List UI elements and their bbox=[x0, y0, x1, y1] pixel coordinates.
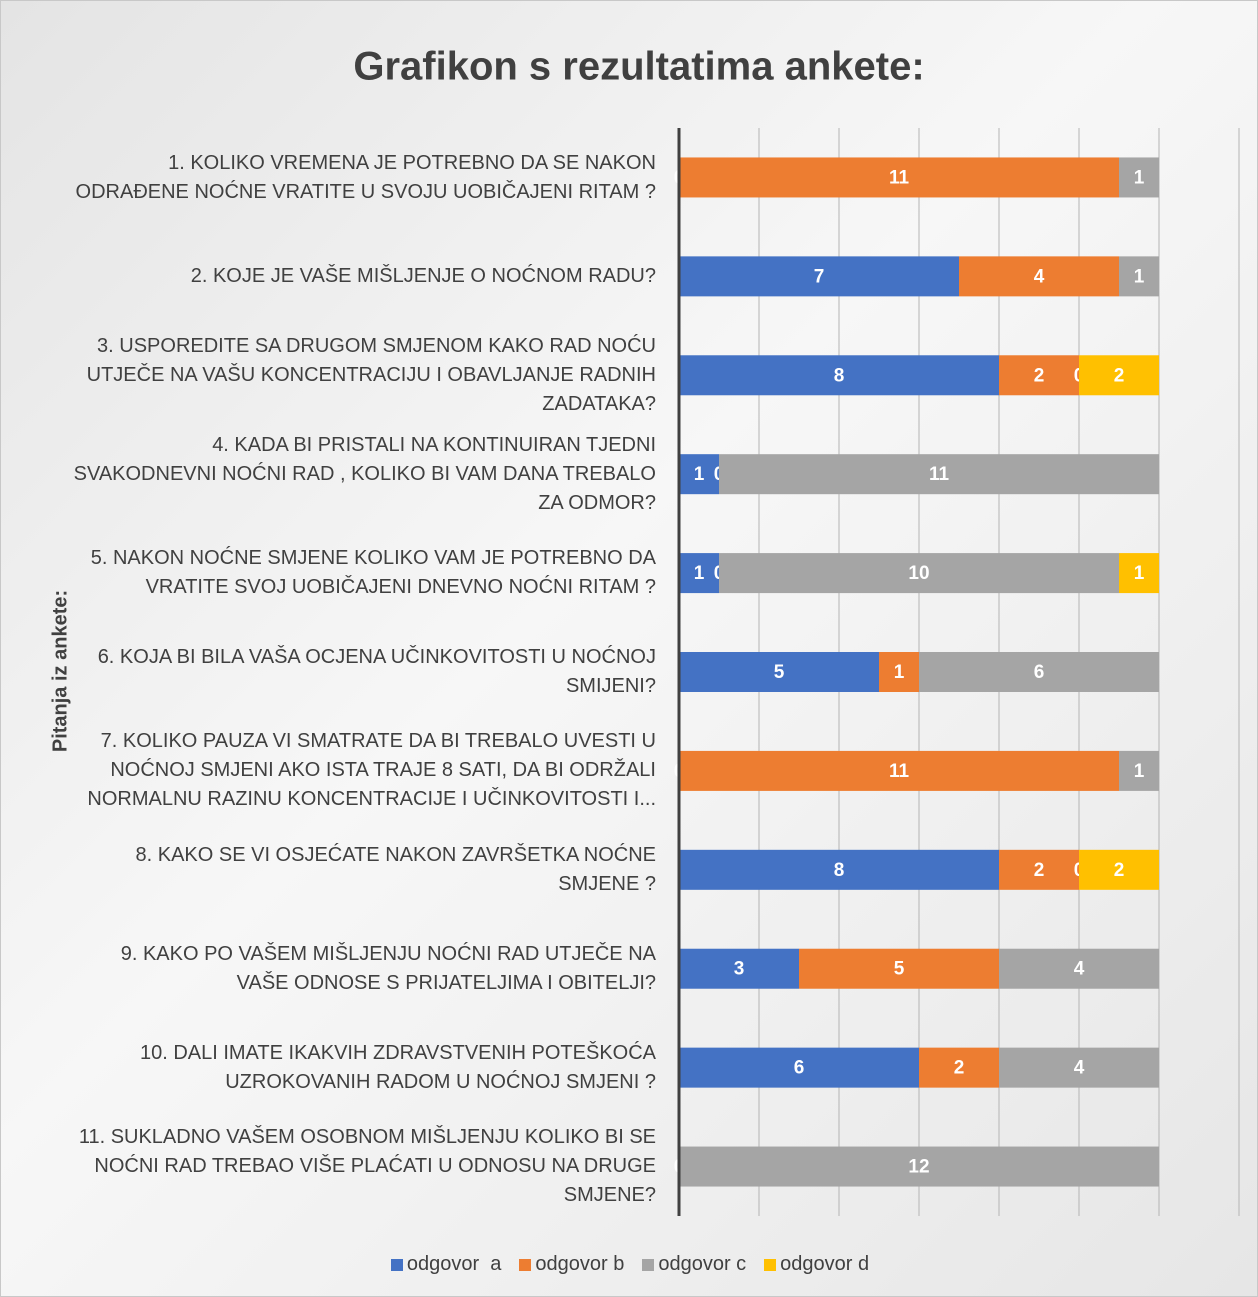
data-label: 11 bbox=[929, 464, 950, 485]
data-label: 11 bbox=[889, 167, 910, 188]
data-label: 1 bbox=[1134, 563, 1145, 584]
legend-label: odgovor d bbox=[780, 1253, 870, 1275]
bar-segment bbox=[679, 750, 1119, 791]
category-label: 7. KOLIKO PAUZA VI SMATRATE DA BI TREBAL… bbox=[87, 730, 656, 811]
bar-segment bbox=[999, 1047, 1159, 1088]
data-label: 4 bbox=[1074, 959, 1085, 980]
bar-segment bbox=[679, 948, 799, 989]
chart-title: Grafikon s rezultatima ankete: bbox=[353, 45, 924, 89]
legend: odgovor a odgovor b odgovor c odgovor d bbox=[1, 1253, 1257, 1276]
data-label: 8 bbox=[834, 860, 845, 881]
data-label: 2 bbox=[1114, 860, 1125, 881]
y-axis-label: Pitanja iz ankete: bbox=[49, 590, 71, 752]
bar-segment bbox=[679, 157, 1119, 198]
data-label: 6 bbox=[794, 1058, 805, 1079]
data-label: 5 bbox=[894, 959, 905, 980]
data-label: 1 bbox=[1134, 266, 1145, 287]
bar-segment bbox=[719, 454, 1159, 495]
data-label: 2 bbox=[1034, 365, 1045, 386]
category-label: 2. KOJE JE VAŠE MIŠLJENJE O NOĆNOM RADU? bbox=[190, 264, 656, 287]
data-label: 2 bbox=[1114, 365, 1125, 386]
bar-segment bbox=[679, 256, 959, 297]
category-label: 11. SUKLADNO VAŠEM OSOBNOM MIŠLJENJU KOL… bbox=[78, 1126, 656, 1207]
legend-item: odgovor d bbox=[764, 1253, 869, 1276]
bar-segment bbox=[999, 355, 1079, 396]
data-label: 10 bbox=[908, 563, 929, 584]
data-label: 1 bbox=[694, 563, 705, 584]
bar-segment bbox=[799, 948, 999, 989]
data-label: 2 bbox=[1034, 860, 1045, 881]
legend-item: odgovor b bbox=[519, 1253, 624, 1276]
bar-segment bbox=[1119, 256, 1159, 297]
bar-segment bbox=[959, 256, 1119, 297]
bar-segment bbox=[679, 849, 999, 890]
category-label: 8. KAKO SE VI OSJEĆATE NAKON ZAVRŠETKA N… bbox=[135, 843, 657, 895]
legend-swatch bbox=[519, 1258, 532, 1271]
legend-label: odgovor a bbox=[406, 1253, 502, 1275]
bar-segment bbox=[1119, 750, 1159, 791]
legend-swatch bbox=[642, 1258, 655, 1271]
data-label: 11 bbox=[889, 761, 910, 782]
legend-label: odgovor c bbox=[658, 1253, 747, 1275]
bar-segment bbox=[919, 652, 1159, 692]
data-label: 2 bbox=[954, 1058, 965, 1079]
legend-item: odgovor a bbox=[390, 1253, 502, 1276]
data-label: 8 bbox=[834, 365, 845, 386]
legend-swatch bbox=[764, 1258, 777, 1271]
bar-segment bbox=[719, 553, 1119, 594]
legend-label: odgovor b bbox=[535, 1253, 625, 1275]
legend-swatch bbox=[390, 1258, 403, 1271]
category-label: 5. NAKON NOĆNE SMJENE KOLIKO VAM JE POTR… bbox=[90, 547, 656, 599]
data-label: 5 bbox=[774, 662, 785, 683]
data-label: 3 bbox=[734, 959, 745, 980]
bar-segment bbox=[999, 849, 1079, 890]
bar-segment bbox=[999, 948, 1159, 989]
data-label: 12 bbox=[908, 1157, 929, 1178]
data-label: 1 bbox=[1134, 167, 1145, 188]
bar-segment bbox=[679, 553, 719, 594]
bar-segment bbox=[1119, 157, 1159, 198]
bar-segment bbox=[1079, 849, 1159, 890]
category-label: 1. KOLIKO VREMENA JE POTREBNO DA SE NAKO… bbox=[75, 151, 656, 203]
bar-segment bbox=[879, 652, 919, 692]
data-label: 4 bbox=[1074, 1058, 1085, 1079]
category-label: 9. KAKO PO VAŠEM MIŠLJENJU NOĆNI RAD UTJ… bbox=[120, 942, 656, 994]
legend-item: odgovor c bbox=[642, 1253, 746, 1276]
bar-segment bbox=[679, 1146, 1159, 1187]
bar-segment bbox=[1079, 355, 1159, 396]
bar-segment bbox=[679, 355, 999, 396]
bar-segment bbox=[1119, 553, 1159, 594]
category-label: 6. KOJA BI BILA VAŠA OCJENA UČINKOVITOST… bbox=[97, 646, 656, 698]
category-label: 10. DALI IMATE IKAKVIH ZDRAVSTVENIH POTE… bbox=[139, 1041, 656, 1093]
data-label: 1 bbox=[894, 662, 905, 683]
bar-segment bbox=[679, 454, 719, 495]
category-label: 4. KADA BI PRISTALI NA KONTINUIRAN TJEDN… bbox=[73, 433, 656, 514]
bar-segment bbox=[679, 1047, 919, 1088]
bar-segment bbox=[919, 1047, 999, 1088]
data-label: 4 bbox=[1034, 266, 1045, 287]
data-label: 1 bbox=[694, 464, 705, 485]
data-label: 7 bbox=[814, 266, 825, 287]
data-label: 6 bbox=[1034, 662, 1045, 683]
category-label: 3. USPOREDITE SA DRUGOM SMJENOM KAKO RAD… bbox=[86, 334, 656, 415]
data-label: 1 bbox=[1134, 761, 1145, 782]
bar-segment bbox=[679, 652, 879, 692]
